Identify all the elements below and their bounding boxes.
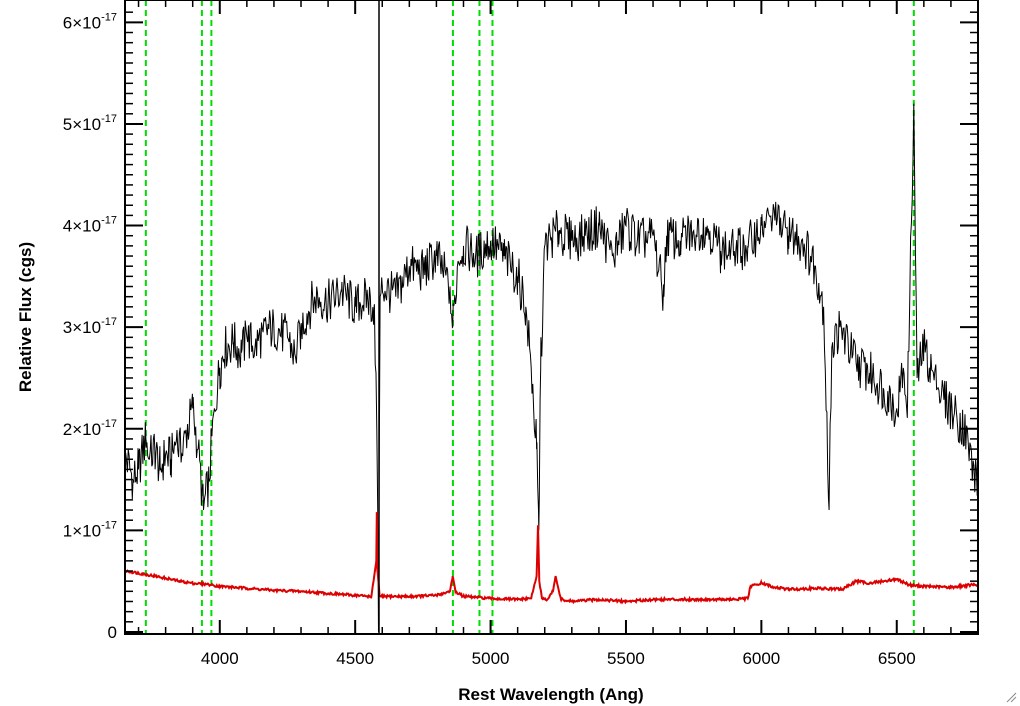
y-tick-label: 4×10-17 (63, 215, 117, 236)
y-tick-label: 0 (108, 623, 117, 642)
x-tick-label: 6000 (742, 649, 780, 668)
y-tick-label: 3×10-17 (63, 316, 117, 337)
y-tick-label: 5×10-17 (63, 113, 117, 134)
y-axis-title: Relative Flux (cgs) (16, 242, 35, 392)
x-tick-label: 6500 (878, 649, 916, 668)
y-tick-label: 1×10-17 (63, 519, 117, 540)
x-tick-label: 5000 (472, 649, 510, 668)
resize-grip-icon[interactable] (1005, 691, 1017, 703)
plot-frame (124, 0, 979, 635)
y-tick-label: 6×10-17 (63, 11, 117, 32)
x-tick-label: 5500 (607, 649, 645, 668)
y-axis: 0 1×10-17 2×10-17 3×10-17 4×10-17 5×10-17 6×10… (63, 11, 978, 642)
spectrum-line (124, 103, 979, 633)
x-axis-title: Rest Wavelength (Ang) (458, 685, 643, 704)
x-tick-label: 4500 (336, 649, 374, 668)
x-axis: 4000 4500 5000 5500 6000 6500 (137, 0, 979, 668)
x-tick-label: 4000 (201, 649, 239, 668)
reference-lines (144, 0, 915, 634)
data-series (124, 103, 979, 633)
y-tick-label: 2×10-17 (63, 418, 117, 439)
error-line (124, 512, 979, 605)
